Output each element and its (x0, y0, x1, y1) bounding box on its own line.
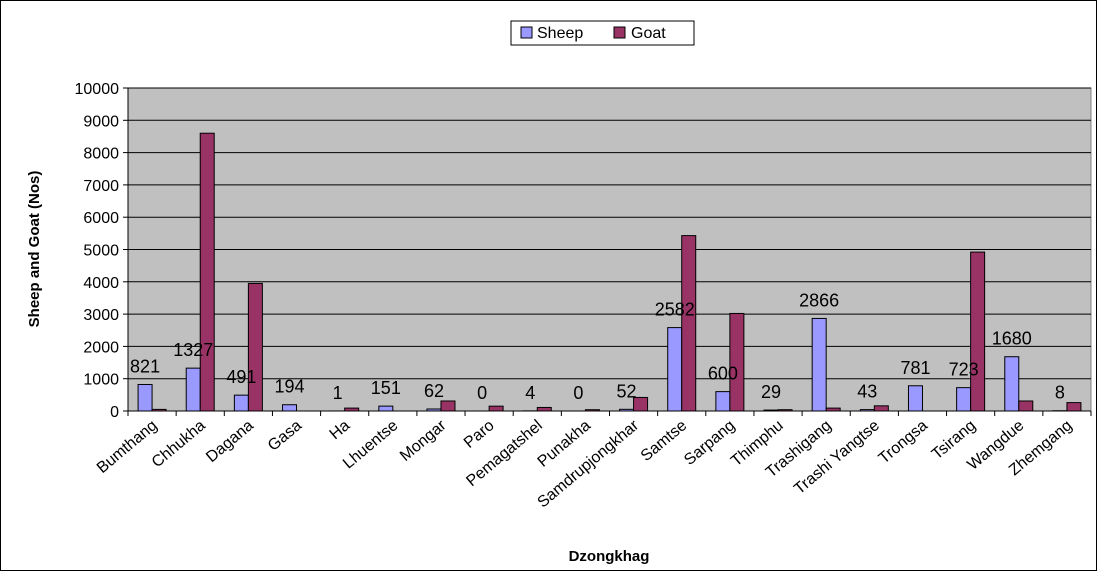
sheep-value-label: 62 (424, 381, 444, 401)
bar-goat (200, 133, 214, 411)
sheep-value-label: 600 (708, 364, 738, 384)
bar-goat (441, 401, 455, 411)
y-tick-label: 3000 (83, 307, 119, 324)
sheep-value-label: 1327 (173, 340, 213, 360)
legend-goat-label: Goat (631, 25, 666, 42)
sheep-value-label: 1 (333, 383, 343, 403)
y-tick-label: 7000 (83, 178, 119, 195)
sheep-value-label: 43 (857, 382, 877, 402)
bar-goat (971, 252, 985, 411)
bar-goat (489, 406, 503, 411)
sheep-value-label: 4 (525, 383, 535, 403)
bar-sheep (716, 392, 730, 411)
bar-sheep (138, 384, 152, 411)
sheep-value-label: 8 (1055, 383, 1065, 403)
x-tick-label: Chhukha (149, 417, 209, 471)
bar-goat (537, 407, 551, 411)
y-tick-label: 6000 (83, 210, 119, 227)
bar-sheep (186, 368, 200, 411)
bar-goat (682, 236, 696, 411)
sheep-value-label: 151 (371, 378, 401, 398)
bar-sheep (1005, 357, 1019, 411)
x-tick-label: Gasa (265, 417, 305, 455)
x-tick-label: Paro (461, 417, 498, 452)
sheep-value-label: 52 (617, 381, 637, 401)
bar-goat (730, 313, 744, 411)
bar-sheep (234, 395, 248, 411)
sheep-value-label: 2582 (655, 300, 695, 320)
bar-sheep (812, 318, 826, 411)
y-tick-label: 5000 (83, 243, 119, 260)
y-tick-label: 2000 (83, 339, 119, 356)
x-axis-title: Dzongkhag (569, 548, 650, 565)
sheep-value-label: 781 (900, 358, 930, 378)
bar-goat (874, 406, 888, 411)
bar-sheep (908, 386, 922, 411)
x-tick-label: Bumthang (94, 417, 161, 477)
legend: Sheep Goat (511, 21, 694, 45)
legend-goat-swatch (614, 27, 625, 38)
sheep-value-label: 194 (275, 377, 305, 397)
sheep-value-label: 2866 (799, 290, 839, 310)
x-tick-label: Dagana (203, 417, 257, 466)
bar-goat (248, 283, 262, 411)
y-tick-label: 9000 (83, 113, 119, 130)
y-tick-label: 8000 (83, 146, 119, 163)
x-tick-label: Trashi Yangtse (791, 417, 883, 498)
sheep-value-label: 1680 (992, 329, 1032, 349)
bar-sheep (379, 406, 393, 411)
x-tick-label: Sarpang (681, 417, 738, 469)
sheep-value-label: 0 (573, 383, 583, 403)
y-tick-label: 1000 (83, 372, 119, 389)
bar-goat (1019, 401, 1033, 411)
bar-goat (1067, 403, 1081, 411)
y-tick-label: 0 (110, 404, 119, 421)
legend-sheep-swatch (521, 27, 532, 38)
sheep-value-label: 0 (477, 383, 487, 403)
sheep-value-label: 723 (949, 360, 979, 380)
y-tick-label: 10000 (75, 81, 120, 98)
x-tick-label: Ha (327, 417, 354, 443)
sheep-value-label: 29 (761, 382, 781, 402)
sheep-value-label: 491 (226, 367, 256, 387)
y-axis-title: Sheep and Goat (Nos) (26, 171, 43, 328)
y-tick-label: 4000 (83, 275, 119, 292)
bar-sheep (668, 328, 682, 411)
x-tick-label: Mongar (397, 417, 450, 465)
sheep-value-label: 821 (130, 356, 160, 376)
bar-sheep (283, 405, 297, 411)
y-axis: 0 1000 2000 3000 4000 5000 6000 7000 8000 9000 100… (75, 81, 129, 421)
bar-sheep (957, 388, 971, 411)
legend-sheep-label: Sheep (537, 25, 583, 42)
x-tick-label: Trongsa (876, 417, 932, 467)
